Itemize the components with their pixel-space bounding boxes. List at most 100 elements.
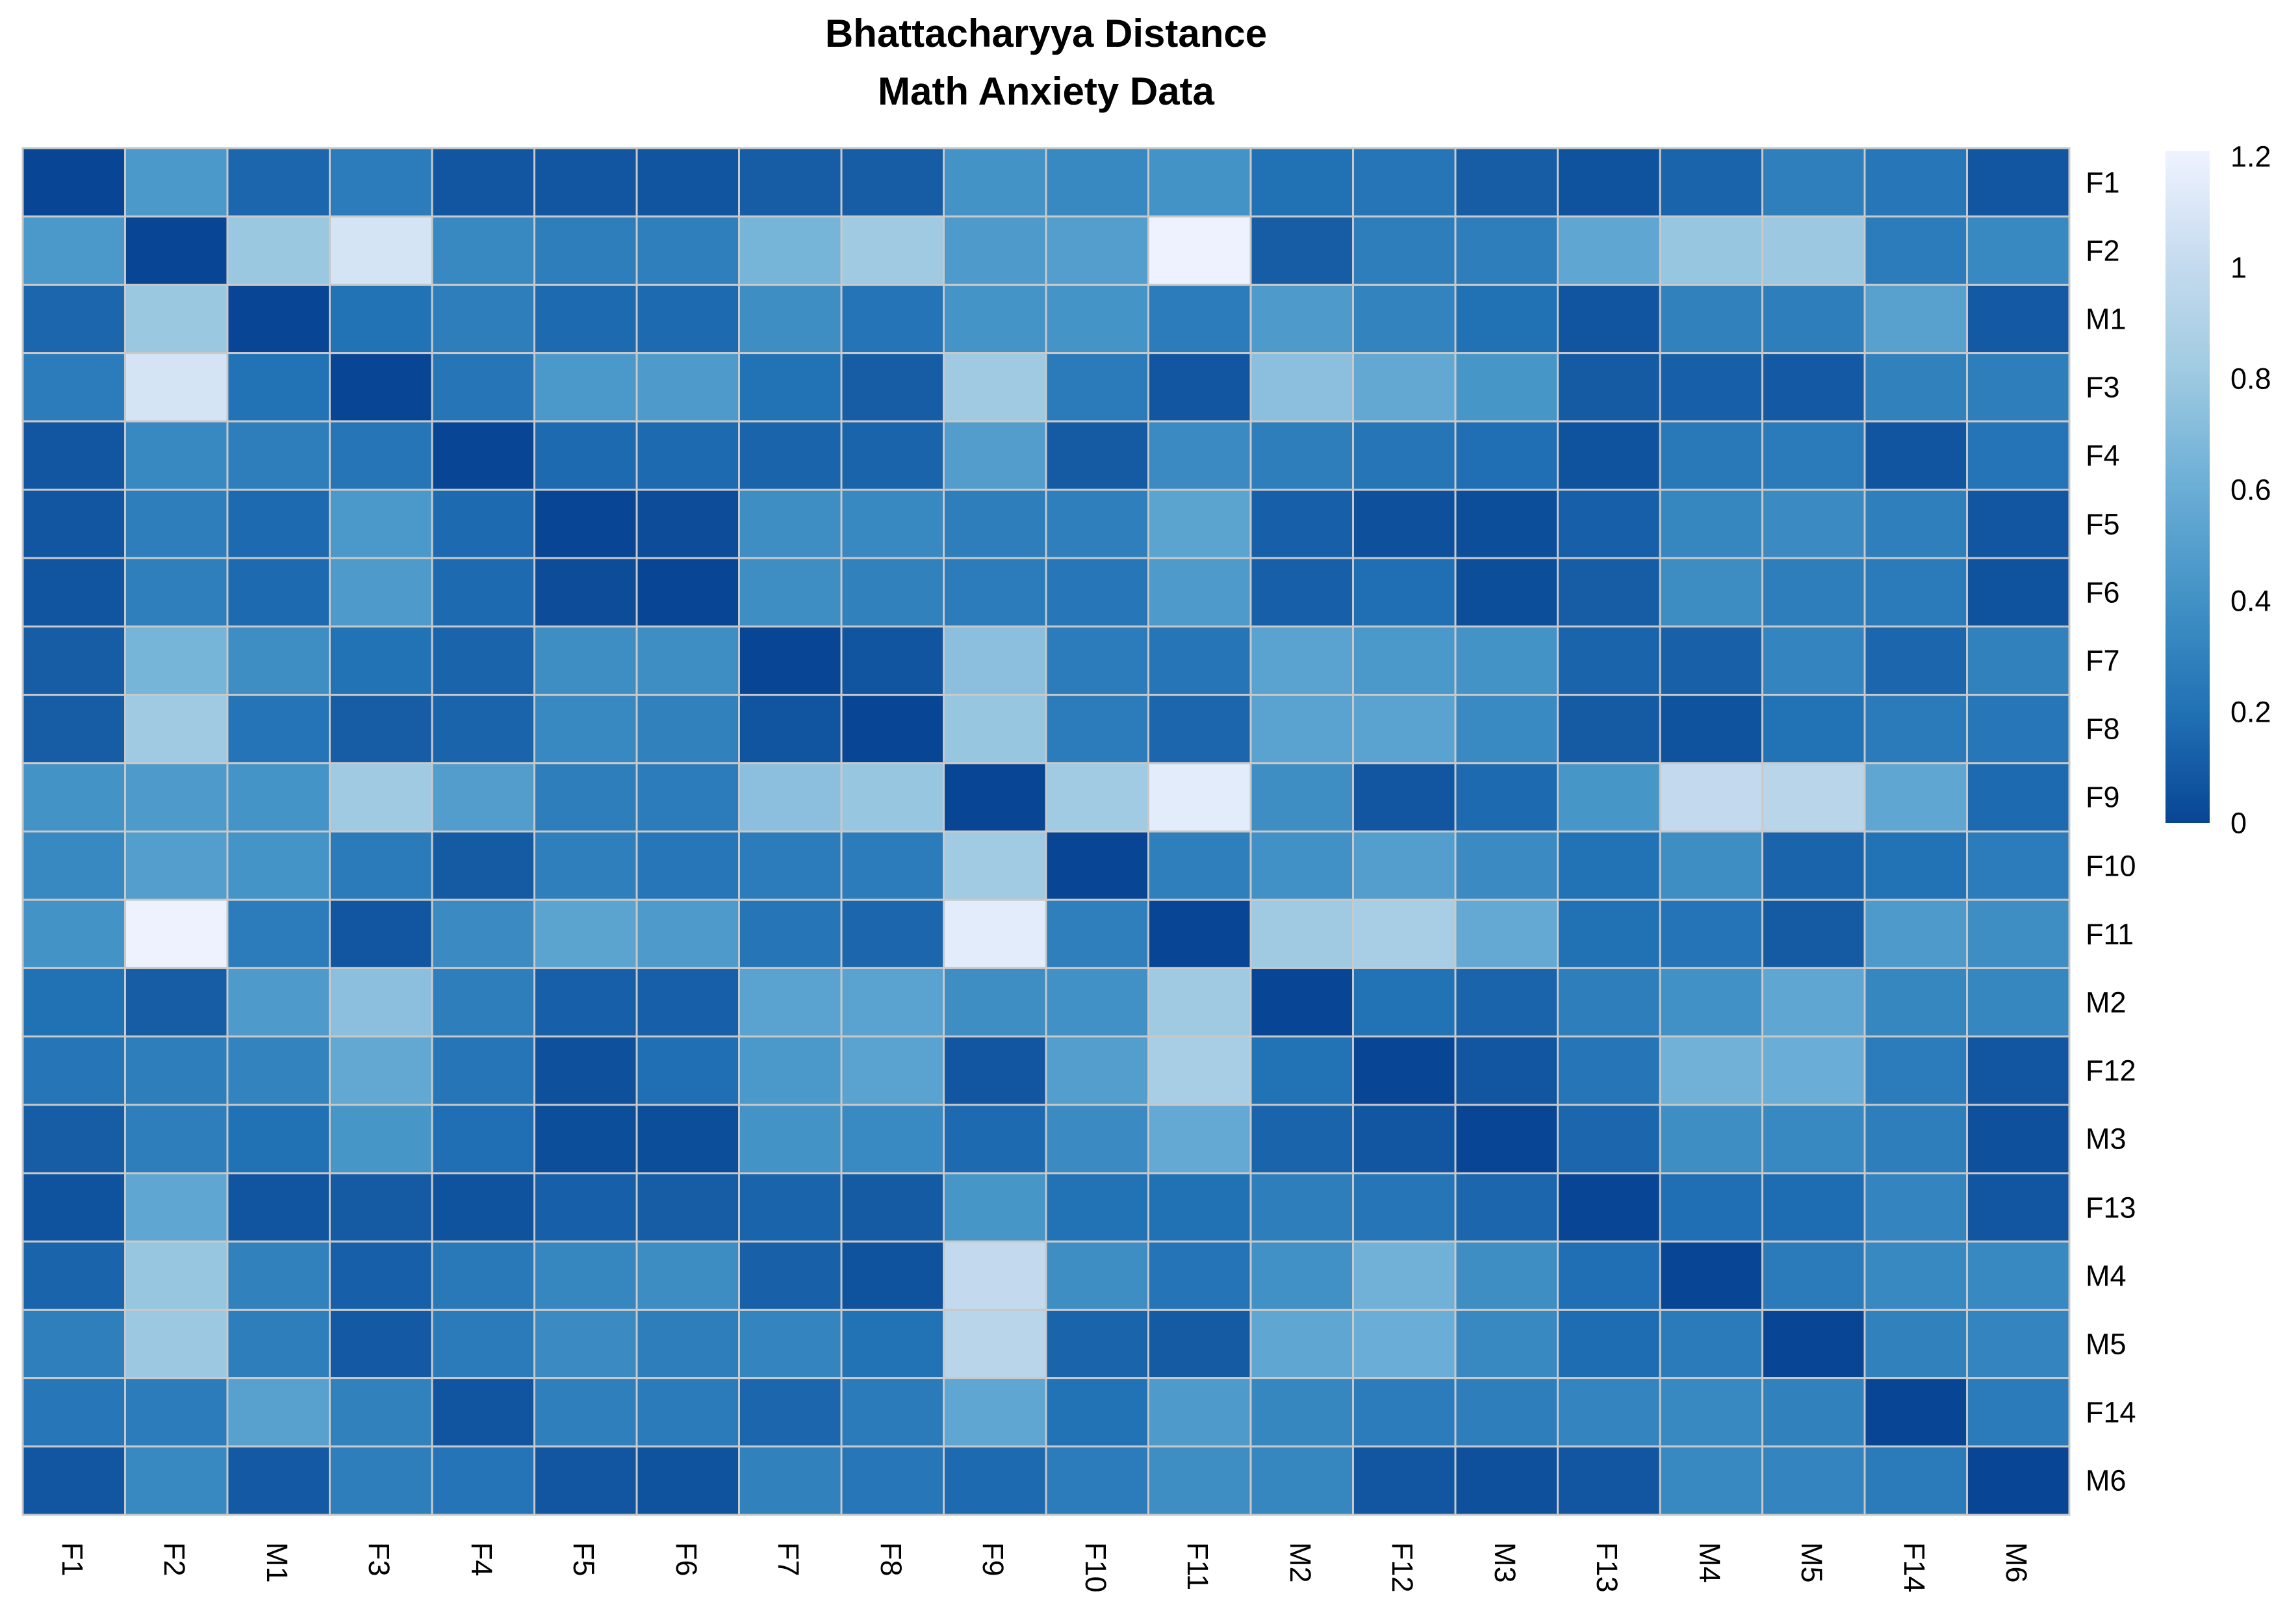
heatmap-cell-F14-M4 xyxy=(1659,1377,1763,1448)
heatmap-cell-F2-F11 xyxy=(1147,215,1252,286)
heatmap-cell-M6-M1 xyxy=(226,1445,331,1516)
heatmap-cell-F2-M3 xyxy=(1454,215,1559,286)
heatmap-cell-F10-M1 xyxy=(226,830,331,901)
heatmap-cell-M1-F10 xyxy=(1045,283,1149,355)
heatmap-cell-M2-F2 xyxy=(124,967,229,1038)
heatmap-cell-F5-M1 xyxy=(226,488,331,559)
heatmap-cell-M4-F14 xyxy=(1863,1240,1968,1311)
heatmap-cell-F9-F9 xyxy=(943,762,1047,833)
heatmap-cell-F14-F1 xyxy=(21,1377,126,1448)
heatmap-cell-F11-F9 xyxy=(943,898,1047,969)
heatmap-cell-F5-M5 xyxy=(1761,488,1866,559)
heatmap-cell-F5-F5 xyxy=(533,488,638,559)
heatmap-cell-F11-M5 xyxy=(1761,898,1866,969)
heatmap-cell-F11-M4 xyxy=(1659,898,1763,969)
heatmap-cell-M5-F10 xyxy=(1045,1308,1149,1380)
heatmap-cell-M3-F5 xyxy=(533,1104,638,1174)
heatmap-cell-F6-F6 xyxy=(635,557,740,628)
col-label-F6: F6 xyxy=(669,1542,703,1577)
heatmap-cell-F1-F11 xyxy=(1147,147,1252,218)
heatmap-cell-M4-F3 xyxy=(329,1240,433,1311)
heatmap-cell-M4-F11 xyxy=(1147,1240,1252,1311)
heatmap-cell-M6-F1 xyxy=(21,1445,126,1516)
heatmap-cell-M2-F10 xyxy=(1045,967,1149,1038)
heatmap-cell-F13-M1 xyxy=(226,1172,331,1243)
heatmap-cell-M2-F8 xyxy=(840,967,945,1038)
heatmap-cell-F3-F13 xyxy=(1557,352,1661,423)
heatmap-cell-F3-F1 xyxy=(21,352,126,423)
heatmap-cell-M5-M5 xyxy=(1761,1308,1866,1380)
heatmap-cell-F1-M6 xyxy=(1966,147,2071,218)
heatmap-cell-F3-F7 xyxy=(738,352,843,423)
heatmap-cell-M6-M4 xyxy=(1659,1445,1763,1516)
heatmap-cell-F7-M5 xyxy=(1761,625,1866,696)
row-label-F7: F7 xyxy=(2086,644,2120,678)
heatmap-cell-M6-M2 xyxy=(1249,1445,1354,1516)
heatmap-cell-M3-F2 xyxy=(124,1104,229,1174)
heatmap-cell-M2-M3 xyxy=(1454,967,1559,1038)
chart-subtitle: Math Anxiety Data xyxy=(878,70,1214,113)
col-label-F13: F13 xyxy=(1591,1542,1624,1593)
heatmap-cell-F3-M6 xyxy=(1966,352,2071,423)
heatmap-cell-F2-F13 xyxy=(1557,215,1661,286)
heatmap-cell-F7-F3 xyxy=(329,625,433,696)
heatmap-cell-F14-F8 xyxy=(840,1377,945,1448)
heatmap-cell-F4-M5 xyxy=(1761,420,1866,491)
heatmap-cell-F12-F9 xyxy=(943,1035,1047,1106)
row-label-F9: F9 xyxy=(2086,780,2120,814)
col-label-F3: F3 xyxy=(363,1542,396,1577)
heatmap-cell-F12-F1 xyxy=(21,1035,126,1106)
heatmap-cell-F5-F14 xyxy=(1863,488,1968,559)
heatmap-cell-M1-M3 xyxy=(1454,283,1559,355)
heatmap-cell-F4-M4 xyxy=(1659,420,1763,491)
heatmap-cell-F9-F3 xyxy=(329,762,433,833)
heatmap-cell-F11-F1 xyxy=(21,898,126,969)
heatmap-cell-M6-M3 xyxy=(1454,1445,1559,1516)
heatmap-cell-F3-F4 xyxy=(431,352,535,423)
heatmap-cell-F3-F2 xyxy=(124,352,229,423)
heatmap-cell-F13-F11 xyxy=(1147,1172,1252,1243)
heatmap-cell-F9-F7 xyxy=(738,762,843,833)
heatmap-cell-F13-M2 xyxy=(1249,1172,1354,1243)
heatmap-cell-F11-M1 xyxy=(226,898,331,969)
heatmap-cell-F1-F7 xyxy=(738,147,843,218)
heatmap-cell-F12-F12 xyxy=(1352,1035,1457,1106)
heatmap-cell-F9-F6 xyxy=(635,762,740,833)
heatmap-cell-F9-F12 xyxy=(1352,762,1457,833)
heatmap-cell-M3-M3 xyxy=(1454,1104,1559,1174)
heatmap-cell-F10-M2 xyxy=(1249,830,1354,901)
heatmap-cell-M2-M1 xyxy=(226,967,331,1038)
heatmap-cell-F14-F14 xyxy=(1863,1377,1968,1448)
heatmap-cell-M3-M2 xyxy=(1249,1104,1354,1174)
heatmap-cell-M1-M1 xyxy=(226,283,331,355)
heatmap-cell-F5-F10 xyxy=(1045,488,1149,559)
heatmap-cell-F7-M3 xyxy=(1454,625,1559,696)
heatmap-cell-M6-M5 xyxy=(1761,1445,1866,1516)
heatmap-cell-F9-M6 xyxy=(1966,762,2071,833)
heatmap-cell-F12-M2 xyxy=(1249,1035,1354,1106)
heatmap-cell-F14-F11 xyxy=(1147,1377,1252,1448)
heatmap-cell-F2-F14 xyxy=(1863,215,1968,286)
heatmap-cell-M5-M1 xyxy=(226,1308,331,1380)
heatmap-cell-M5-F13 xyxy=(1557,1308,1661,1380)
heatmap-cell-M3-F10 xyxy=(1045,1104,1149,1174)
heatmap-cell-M2-F7 xyxy=(738,967,843,1038)
heatmap-cell-M5-F14 xyxy=(1863,1308,1968,1380)
heatmap-cell-F6-F12 xyxy=(1352,557,1457,628)
heatmap-cell-F8-M6 xyxy=(1966,694,2071,765)
heatmap-cell-F9-M2 xyxy=(1249,762,1354,833)
heatmap-cell-M1-F3 xyxy=(329,283,433,355)
heatmap-cell-F4-F11 xyxy=(1147,420,1252,491)
heatmap-cell-M1-M2 xyxy=(1249,283,1354,355)
heatmap-cell-M2-F12 xyxy=(1352,967,1457,1038)
heatmap-cell-F11-F2 xyxy=(124,898,229,969)
heatmap-cell-F14-F2 xyxy=(124,1377,229,1448)
heatmap-cell-F5-F2 xyxy=(124,488,229,559)
heatmap-cell-F14-F3 xyxy=(329,1377,433,1448)
heatmap-cell-F8-M5 xyxy=(1761,694,1866,765)
heatmap-cell-F3-F11 xyxy=(1147,352,1252,423)
heatmap-cell-F14-F10 xyxy=(1045,1377,1149,1448)
heatmap-cell-M5-F12 xyxy=(1352,1308,1457,1380)
heatmap-cell-M1-F2 xyxy=(124,283,229,355)
heatmap-cell-F2-F5 xyxy=(533,215,638,286)
